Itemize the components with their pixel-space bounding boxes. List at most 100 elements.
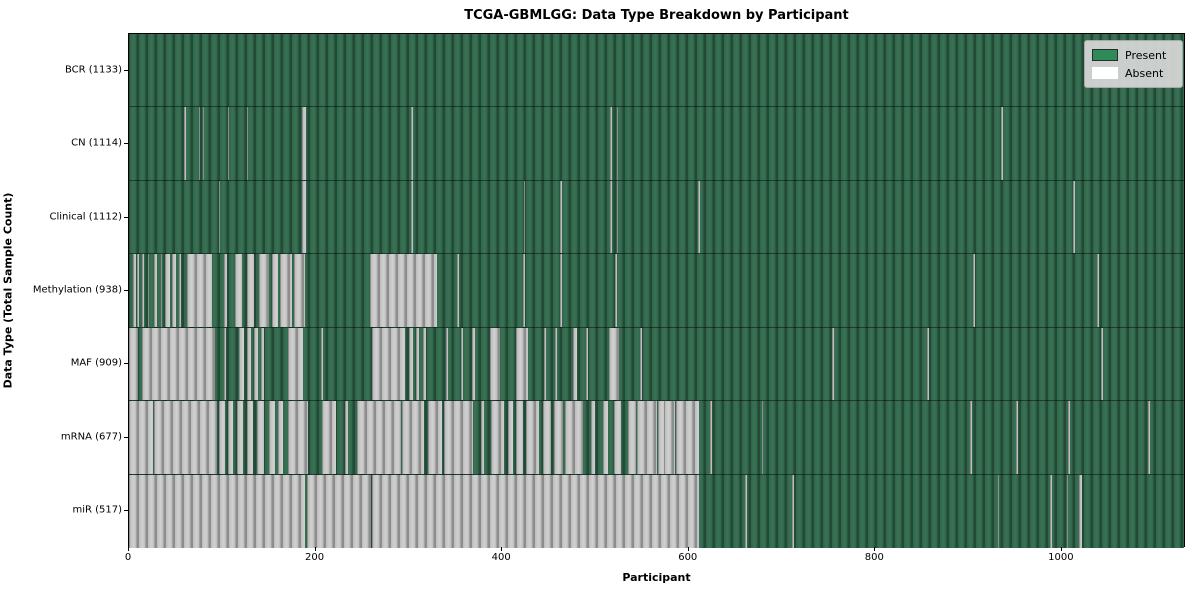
y-tick-label-MAF: MAF (909) <box>70 357 122 369</box>
absent-segment <box>137 254 140 327</box>
x-axis-label: Participant <box>622 571 691 584</box>
absent-segment <box>224 254 227 327</box>
absent-segment <box>246 401 254 474</box>
absent-segment <box>218 180 221 254</box>
y-tick-mark <box>124 143 128 145</box>
absent-segment <box>235 254 242 327</box>
absent-segment <box>543 401 551 474</box>
absent-segment <box>610 107 613 180</box>
absent-segment <box>523 180 526 254</box>
absent-segment <box>608 327 619 401</box>
absent-segment <box>1066 474 1069 548</box>
absent-segment <box>637 401 658 474</box>
absent-segment <box>280 254 293 327</box>
row-miR <box>129 474 1184 548</box>
plot-area <box>128 33 1185 548</box>
absent-segment <box>1097 254 1100 327</box>
x-tick-mark <box>1060 547 1062 551</box>
y-tick-mark <box>124 363 128 365</box>
y-tick-label-miR: miR (517) <box>72 504 122 516</box>
absent-segment <box>256 401 265 474</box>
absent-segment <box>490 401 505 474</box>
y-tick-mark <box>124 69 128 71</box>
y-tick-mark <box>124 510 128 512</box>
y-tick-mark <box>124 290 128 291</box>
y-tick-mark <box>124 216 128 218</box>
x-tick-label-1000: 1000 <box>1048 552 1074 563</box>
absent-segment <box>198 107 200 180</box>
absent-segment <box>179 254 182 327</box>
absent-segment <box>564 401 584 474</box>
absent-segment <box>926 327 929 401</box>
legend-item-present: Present <box>1092 46 1175 64</box>
absent-segment <box>322 401 337 474</box>
x-tick-label-800: 800 <box>864 552 884 563</box>
x-tick-label-200: 200 <box>305 552 325 563</box>
absent-segment <box>507 401 514 474</box>
absent-segment <box>657 401 664 474</box>
absent-segment <box>457 254 460 327</box>
absent-segment <box>616 107 618 180</box>
absent-segment <box>997 474 1000 548</box>
absent-segment <box>792 474 795 548</box>
absent-segment <box>428 401 443 474</box>
absent-segment <box>129 401 154 474</box>
absent-segment <box>516 401 523 474</box>
absent-segment <box>408 327 413 401</box>
absent-segment <box>1147 401 1150 474</box>
absent-segment <box>416 327 420 401</box>
legend-label: Absent <box>1125 66 1164 80</box>
absent-segment <box>544 327 546 401</box>
absent-segment <box>616 180 618 254</box>
y-tick-label-CN: CN (1114) <box>71 137 122 149</box>
absent-segment <box>154 401 217 474</box>
absent-segment <box>287 327 303 401</box>
row-BCR <box>129 34 1184 108</box>
absent-segment <box>321 327 324 401</box>
absent-segment <box>710 401 713 474</box>
y-tick-label-Methylation: Methylation (938) <box>32 284 122 296</box>
absent-segment <box>271 254 279 327</box>
x-tick-mark <box>874 547 876 551</box>
absent-segment <box>147 254 149 327</box>
legend-label: Present <box>1125 48 1167 62</box>
absent-segment <box>154 254 157 327</box>
x-tick-label-0: 0 <box>124 552 132 563</box>
absent-segment <box>224 327 227 401</box>
row-Clinical <box>129 180 1184 255</box>
absent-segment <box>560 254 562 327</box>
chart-title: TCGA-GBMLGG: Data Type Breakdown by Part… <box>464 8 849 23</box>
absent-segment <box>268 401 275 474</box>
absent-segment <box>202 107 204 180</box>
absent-segment <box>371 327 406 401</box>
absent-segment <box>1049 474 1052 548</box>
absent-segment <box>970 401 973 474</box>
absent-segment <box>301 107 307 180</box>
absent-segment <box>490 327 501 401</box>
absent-segment <box>614 401 621 474</box>
absent-segment <box>129 327 139 401</box>
absent-segment <box>1073 180 1075 254</box>
absent-segment <box>422 327 426 401</box>
absent-segment <box>615 254 617 327</box>
absent-segment <box>628 401 636 474</box>
absent-segment <box>573 327 577 401</box>
absent-segment <box>239 327 244 401</box>
absent-segment <box>356 401 402 474</box>
x-tick-mark <box>501 547 503 551</box>
x-tick-label-600: 600 <box>678 552 698 563</box>
absent-segment <box>461 327 463 401</box>
absent-segment <box>227 107 229 180</box>
absent-segment <box>254 327 258 401</box>
absent-segment <box>369 254 437 327</box>
absent-segment <box>973 254 976 327</box>
x-tick-label-400: 400 <box>491 552 511 563</box>
absent-segment <box>590 401 596 474</box>
absent-segment <box>1078 474 1083 548</box>
absent-segment <box>554 401 563 474</box>
y-tick-mark <box>124 436 128 438</box>
row-MAF <box>129 327 1184 402</box>
absent-segment <box>1101 327 1103 401</box>
absent-segment <box>410 107 413 180</box>
absent-segment <box>171 254 176 327</box>
